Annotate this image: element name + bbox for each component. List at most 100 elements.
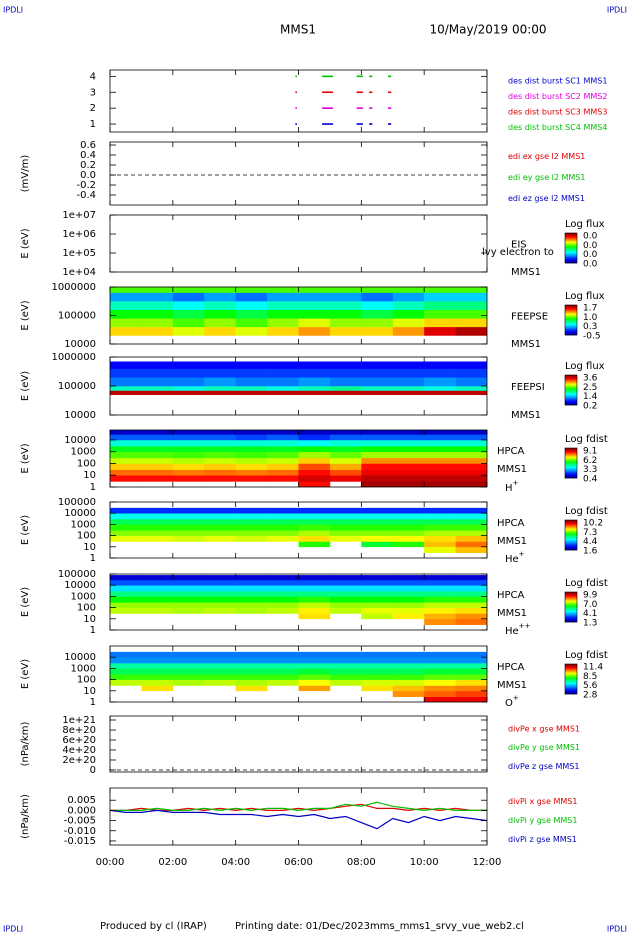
colorbar-tick-label: 4.1 — [583, 609, 597, 619]
spectrogram-cell — [329, 591, 362, 597]
x-tick-label: 06:00 — [284, 857, 313, 868]
spectrogram-cell — [141, 591, 174, 597]
spectrogram-cell — [424, 475, 456, 482]
colorbar-strip — [565, 248, 577, 250]
spectrogram-cell — [329, 679, 362, 686]
colorbar-strip — [565, 233, 577, 235]
colorbar-strip — [565, 331, 577, 333]
spectrogram-cell — [110, 579, 142, 586]
spectrogram-cell — [235, 451, 268, 459]
y-axis-label: E (eV) — [20, 228, 31, 258]
spectrogram-cell — [392, 657, 425, 664]
spectrogram-cell — [392, 386, 425, 391]
y-tick-label: -0.2 — [76, 180, 96, 191]
spectrogram-cell — [392, 434, 425, 441]
spectrogram-cell — [361, 507, 394, 514]
spectrogram-cell — [455, 318, 487, 328]
spectrogram-cell — [141, 596, 174, 603]
spectrogram-cell — [455, 679, 487, 686]
spectrogram-cell — [455, 524, 487, 531]
spectrogram-cell — [455, 309, 487, 319]
colorbar-tick-label: 3.6 — [583, 374, 598, 384]
spectrogram-cell — [110, 318, 142, 328]
spectrogram-cell — [361, 535, 394, 542]
spectrogram-cell — [172, 513, 205, 520]
spectrogram-cell — [329, 377, 362, 387]
burst-interval — [369, 107, 373, 109]
spectrogram-cell — [424, 377, 456, 387]
colorbar-strip — [565, 691, 577, 694]
spectrogram-cell — [141, 287, 174, 293]
colorbar-strip — [565, 679, 577, 681]
y-tick-label: 4 — [90, 71, 96, 82]
spectrogram-cell — [329, 651, 362, 658]
spectrogram-cell — [298, 309, 331, 319]
instrument-label: HPCA — [497, 446, 525, 457]
colorbar-strip — [565, 470, 577, 473]
colorbar-strip — [565, 692, 577, 695]
spectrogram-cell — [204, 530, 236, 536]
spectrogram-cell — [329, 390, 362, 396]
instrument-label: MMS1 — [511, 339, 541, 350]
spectrogram-cell — [424, 575, 456, 581]
spectrogram-cell — [298, 579, 331, 586]
spectrogram-cell — [361, 475, 394, 482]
y-tick-label: 100 — [77, 458, 96, 469]
colorbar-frame — [564, 591, 578, 623]
spectrogram-cell — [204, 318, 236, 328]
legend-entry: divPi y gse MMS1 — [508, 816, 577, 825]
spectrogram-cell — [141, 530, 174, 536]
y-tick-label: 10000 — [64, 435, 96, 446]
x-tick-label: 12:00 — [473, 857, 502, 868]
spectrogram-cell — [235, 318, 268, 328]
spectrogram-cell — [361, 524, 394, 531]
colorbar-strip — [565, 376, 577, 378]
spectrogram-cell — [141, 674, 174, 680]
y-tick-label: 1000 — [71, 519, 96, 530]
spectrogram-cell — [141, 309, 174, 319]
colorbar-strip — [565, 259, 577, 261]
colorbar-strip — [565, 393, 577, 396]
spectrogram-cell — [361, 513, 394, 520]
colorbar-strip — [565, 674, 577, 676]
spectrogram-cell — [141, 292, 174, 302]
y-tick-label: 0.000 — [67, 805, 96, 816]
panel: 1 2 3 4 des dist burst SC1 MMS1 des dist burs… — [90, 69, 607, 133]
spectrogram-cell — [204, 674, 236, 680]
colorbar-tick-label: 8.5 — [583, 672, 597, 682]
plot-area — [110, 575, 487, 625]
spectrogram-cell — [329, 326, 362, 336]
x-tick-label: 10:00 — [410, 857, 439, 868]
colorbar-strip — [565, 453, 577, 455]
spectrogram-cell — [298, 513, 331, 520]
legend-entry: edi ez gse l2 MMS1 — [508, 194, 585, 203]
colorbar-strip — [565, 463, 577, 465]
spectrogram-cell — [204, 679, 236, 686]
spectrogram-cell — [424, 579, 456, 586]
spectrogram-cell — [235, 434, 268, 441]
spectrogram-cell — [235, 361, 268, 369]
spectrogram-cell — [455, 535, 487, 542]
spectrogram-cell — [424, 451, 456, 459]
colorbar-strip — [565, 311, 577, 313]
spectrogram-cell — [110, 651, 142, 658]
spectrogram-cell — [361, 575, 394, 581]
spectrogram-cell — [172, 361, 205, 369]
spectrogram-cell — [204, 651, 236, 658]
x-tick-label: 04:00 — [221, 857, 250, 868]
legend-entry: divPi x gse MMS1 — [508, 797, 577, 806]
colorbar-strip — [565, 527, 577, 530]
colorbar-strip — [565, 548, 577, 551]
x-tick-label: 02:00 — [158, 857, 187, 868]
spectrogram-cell — [267, 507, 299, 514]
colorbar-strip — [565, 469, 577, 471]
spectrogram-cell — [235, 507, 268, 514]
colorbar-strip — [565, 321, 577, 323]
colorbar-strip — [565, 471, 577, 474]
colorbar-tick-label: 2.5 — [583, 383, 597, 393]
spectrogram-cell — [235, 457, 268, 464]
colorbar-strip — [565, 235, 577, 238]
spectrogram-cell — [455, 287, 487, 293]
burst-interval — [322, 107, 334, 109]
spectrogram-cell — [267, 326, 299, 336]
